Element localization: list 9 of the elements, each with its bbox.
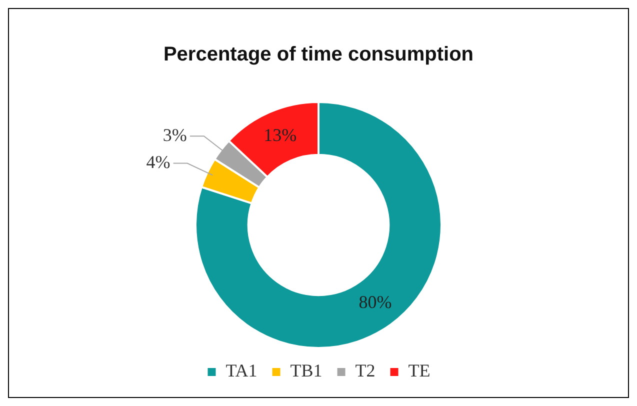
legend-label: TA1	[226, 360, 258, 381]
legend-label: T2	[355, 360, 376, 381]
legend-label: TE	[408, 360, 430, 381]
legend-label: TB1	[290, 360, 322, 381]
data-label: 80%	[358, 292, 392, 312]
data-label: 4%	[146, 152, 170, 172]
data-label: 3%	[162, 124, 187, 145]
chart-title: Percentage of time consumption	[163, 44, 474, 66]
data-label: 13%	[264, 125, 297, 146]
